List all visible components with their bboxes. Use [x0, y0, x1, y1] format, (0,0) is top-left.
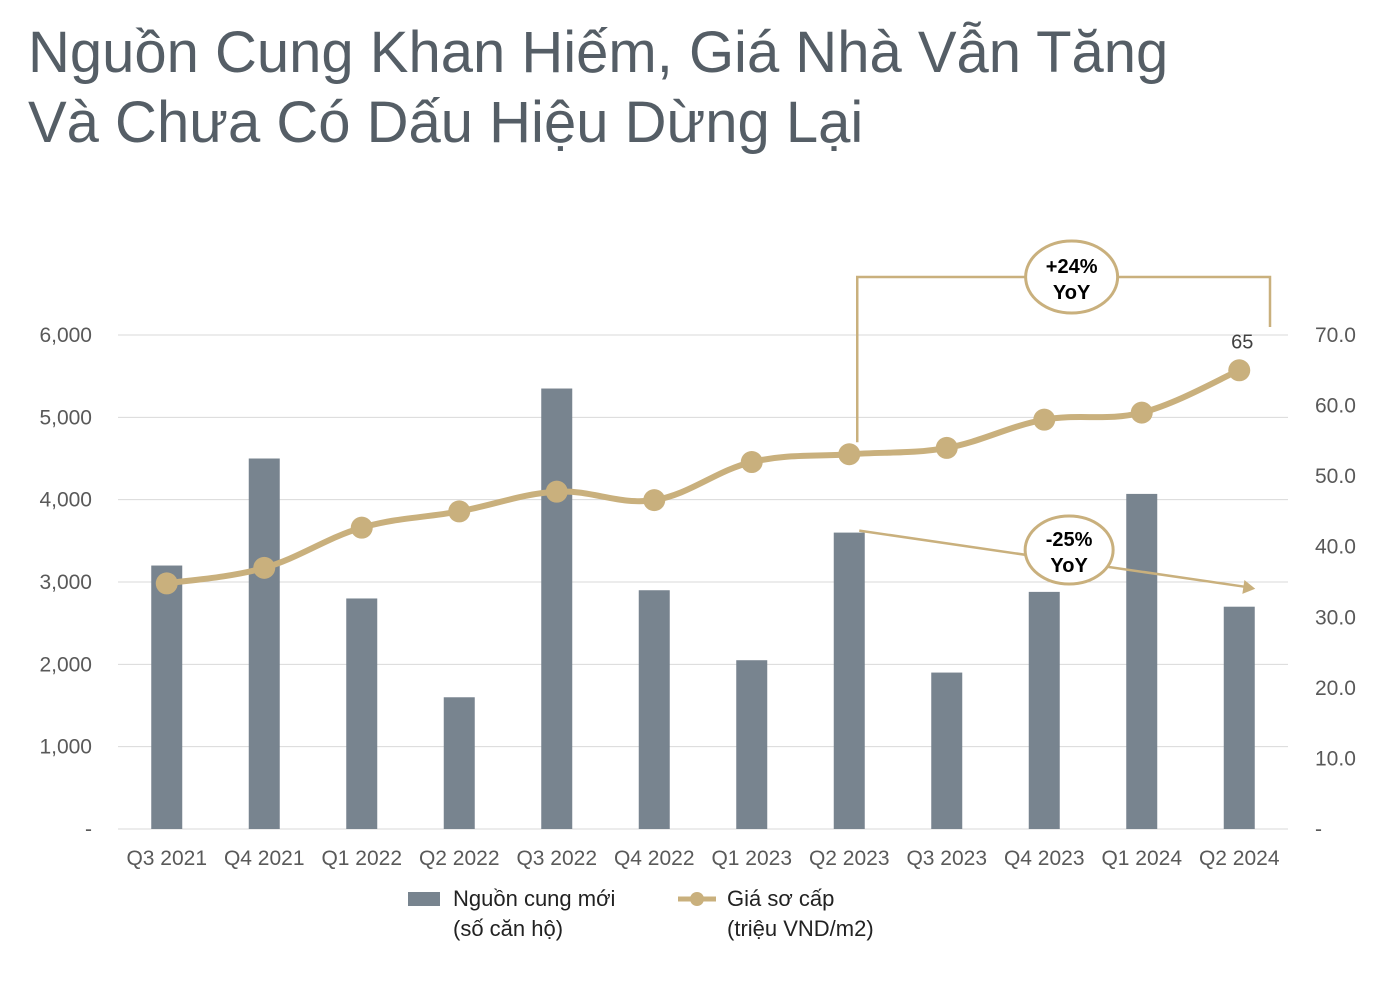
decline-badge-label: YoY — [1050, 555, 1088, 577]
data-label: 65 — [1231, 331, 1253, 353]
growth-badge — [1024, 239, 1120, 315]
x-tick-label: Q1 2022 — [321, 847, 402, 870]
left-tick-label: 4,000 — [39, 489, 92, 512]
price-point — [545, 480, 568, 503]
right-tick-label: 20.0 — [1315, 677, 1356, 700]
price-point — [935, 436, 958, 459]
legend-price-label: Giá sơ cấp (triệu VND/m2) — [727, 884, 874, 944]
gridlines — [118, 334, 1288, 830]
bar — [931, 672, 963, 829]
decline-badge — [1023, 514, 1115, 586]
bar — [1028, 591, 1060, 829]
price-point — [350, 516, 373, 539]
price-point — [448, 500, 471, 523]
chart-title: Nguồn Cung Khan Hiếm, Giá Nhà Vẫn Tăng V… — [28, 18, 1168, 158]
right-tick-label: 60.0 — [1315, 395, 1356, 418]
legend-supply-line-2: (số căn hộ) — [453, 916, 564, 941]
right-tick-label: 40.0 — [1315, 536, 1356, 559]
x-tick-label: Q4 2022 — [614, 847, 695, 870]
decline-badge-value: -25% — [1046, 529, 1093, 551]
bar — [443, 697, 475, 829]
bar — [1126, 493, 1158, 829]
bar — [541, 388, 573, 829]
legend-price-line-2: (triệu VND/m2) — [727, 916, 874, 941]
growth-badge-value: +24% — [1046, 256, 1098, 278]
price-point — [838, 443, 861, 466]
x-tick-label: Q2 2022 — [419, 847, 500, 870]
price-point — [1130, 401, 1153, 424]
right-tick-label: 30.0 — [1315, 606, 1356, 629]
right-tick-label: - — [1315, 818, 1322, 841]
x-tick-label: Q4 2023 — [1004, 847, 1085, 870]
right-tick-label: 50.0 — [1315, 465, 1356, 488]
left-tick-label: - — [85, 818, 92, 841]
left-tick-label: 2,000 — [39, 653, 92, 676]
category-axis: Q3 2021 Q4 2021 Q1 2022 Q2 2022 Q3 2022 Q4 20… — [126, 847, 1279, 870]
chart-title-line-2: Và Chưa Có Dấu Hiệu Dừng Lại — [28, 90, 864, 155]
x-tick-label: Q3 2023 — [906, 847, 987, 870]
legend-supply-label: Nguồn cung mới (số căn hộ) — [453, 884, 615, 944]
bar — [1223, 606, 1255, 829]
bar-series — [151, 388, 1255, 829]
price-point — [1228, 359, 1251, 382]
legend-line-swatch — [678, 892, 716, 906]
legend-bar-swatch — [408, 892, 440, 906]
left-tick-label: 5,000 — [39, 406, 92, 429]
x-tick-label: Q3 2021 — [126, 847, 207, 870]
bar — [151, 565, 183, 829]
x-tick-label: Q4 2021 — [224, 847, 305, 870]
left-tick-label: 6,000 — [39, 324, 92, 347]
bar — [248, 458, 280, 829]
left-tick-label: 3,000 — [39, 571, 92, 594]
x-tick-label: Q2 2023 — [809, 847, 890, 870]
right-tick-label: 70.0 — [1315, 324, 1356, 347]
line-series: 65 — [155, 331, 1253, 595]
annotations: +24% YoY -25% YoY — [1023, 239, 1120, 586]
bar — [833, 532, 865, 829]
price-point — [155, 572, 178, 595]
growth-badge-label: YoY — [1053, 282, 1091, 304]
price-point — [643, 489, 666, 512]
left-tick-label: 1,000 — [39, 736, 92, 759]
bar — [736, 660, 768, 829]
x-tick-label: Q3 2022 — [516, 847, 597, 870]
right-axis-ticks: - 10.0 20.0 30.0 40.0 50.0 60.0 70.0 — [1315, 324, 1356, 841]
price-point — [253, 556, 276, 579]
price-point — [740, 451, 763, 474]
x-tick-label: Q2 2024 — [1199, 847, 1280, 870]
legend-price-line-1: Giá sơ cấp — [727, 886, 835, 911]
decline-arrow-head — [1242, 580, 1256, 594]
x-tick-label: Q1 2024 — [1101, 847, 1182, 870]
price-point — [1033, 408, 1056, 431]
legend-supply-line-1: Nguồn cung mới — [453, 886, 616, 911]
right-tick-label: 10.0 — [1315, 747, 1356, 770]
left-axis-ticks: - 1,000 2,000 3,000 4,000 5,000 6,000 — [39, 324, 92, 841]
chart-title-line-1: Nguồn Cung Khan Hiếm, Giá Nhà Vẫn Tăng — [28, 20, 1169, 85]
x-tick-label: Q1 2023 — [711, 847, 792, 870]
bar — [346, 598, 378, 829]
bar — [638, 590, 670, 829]
